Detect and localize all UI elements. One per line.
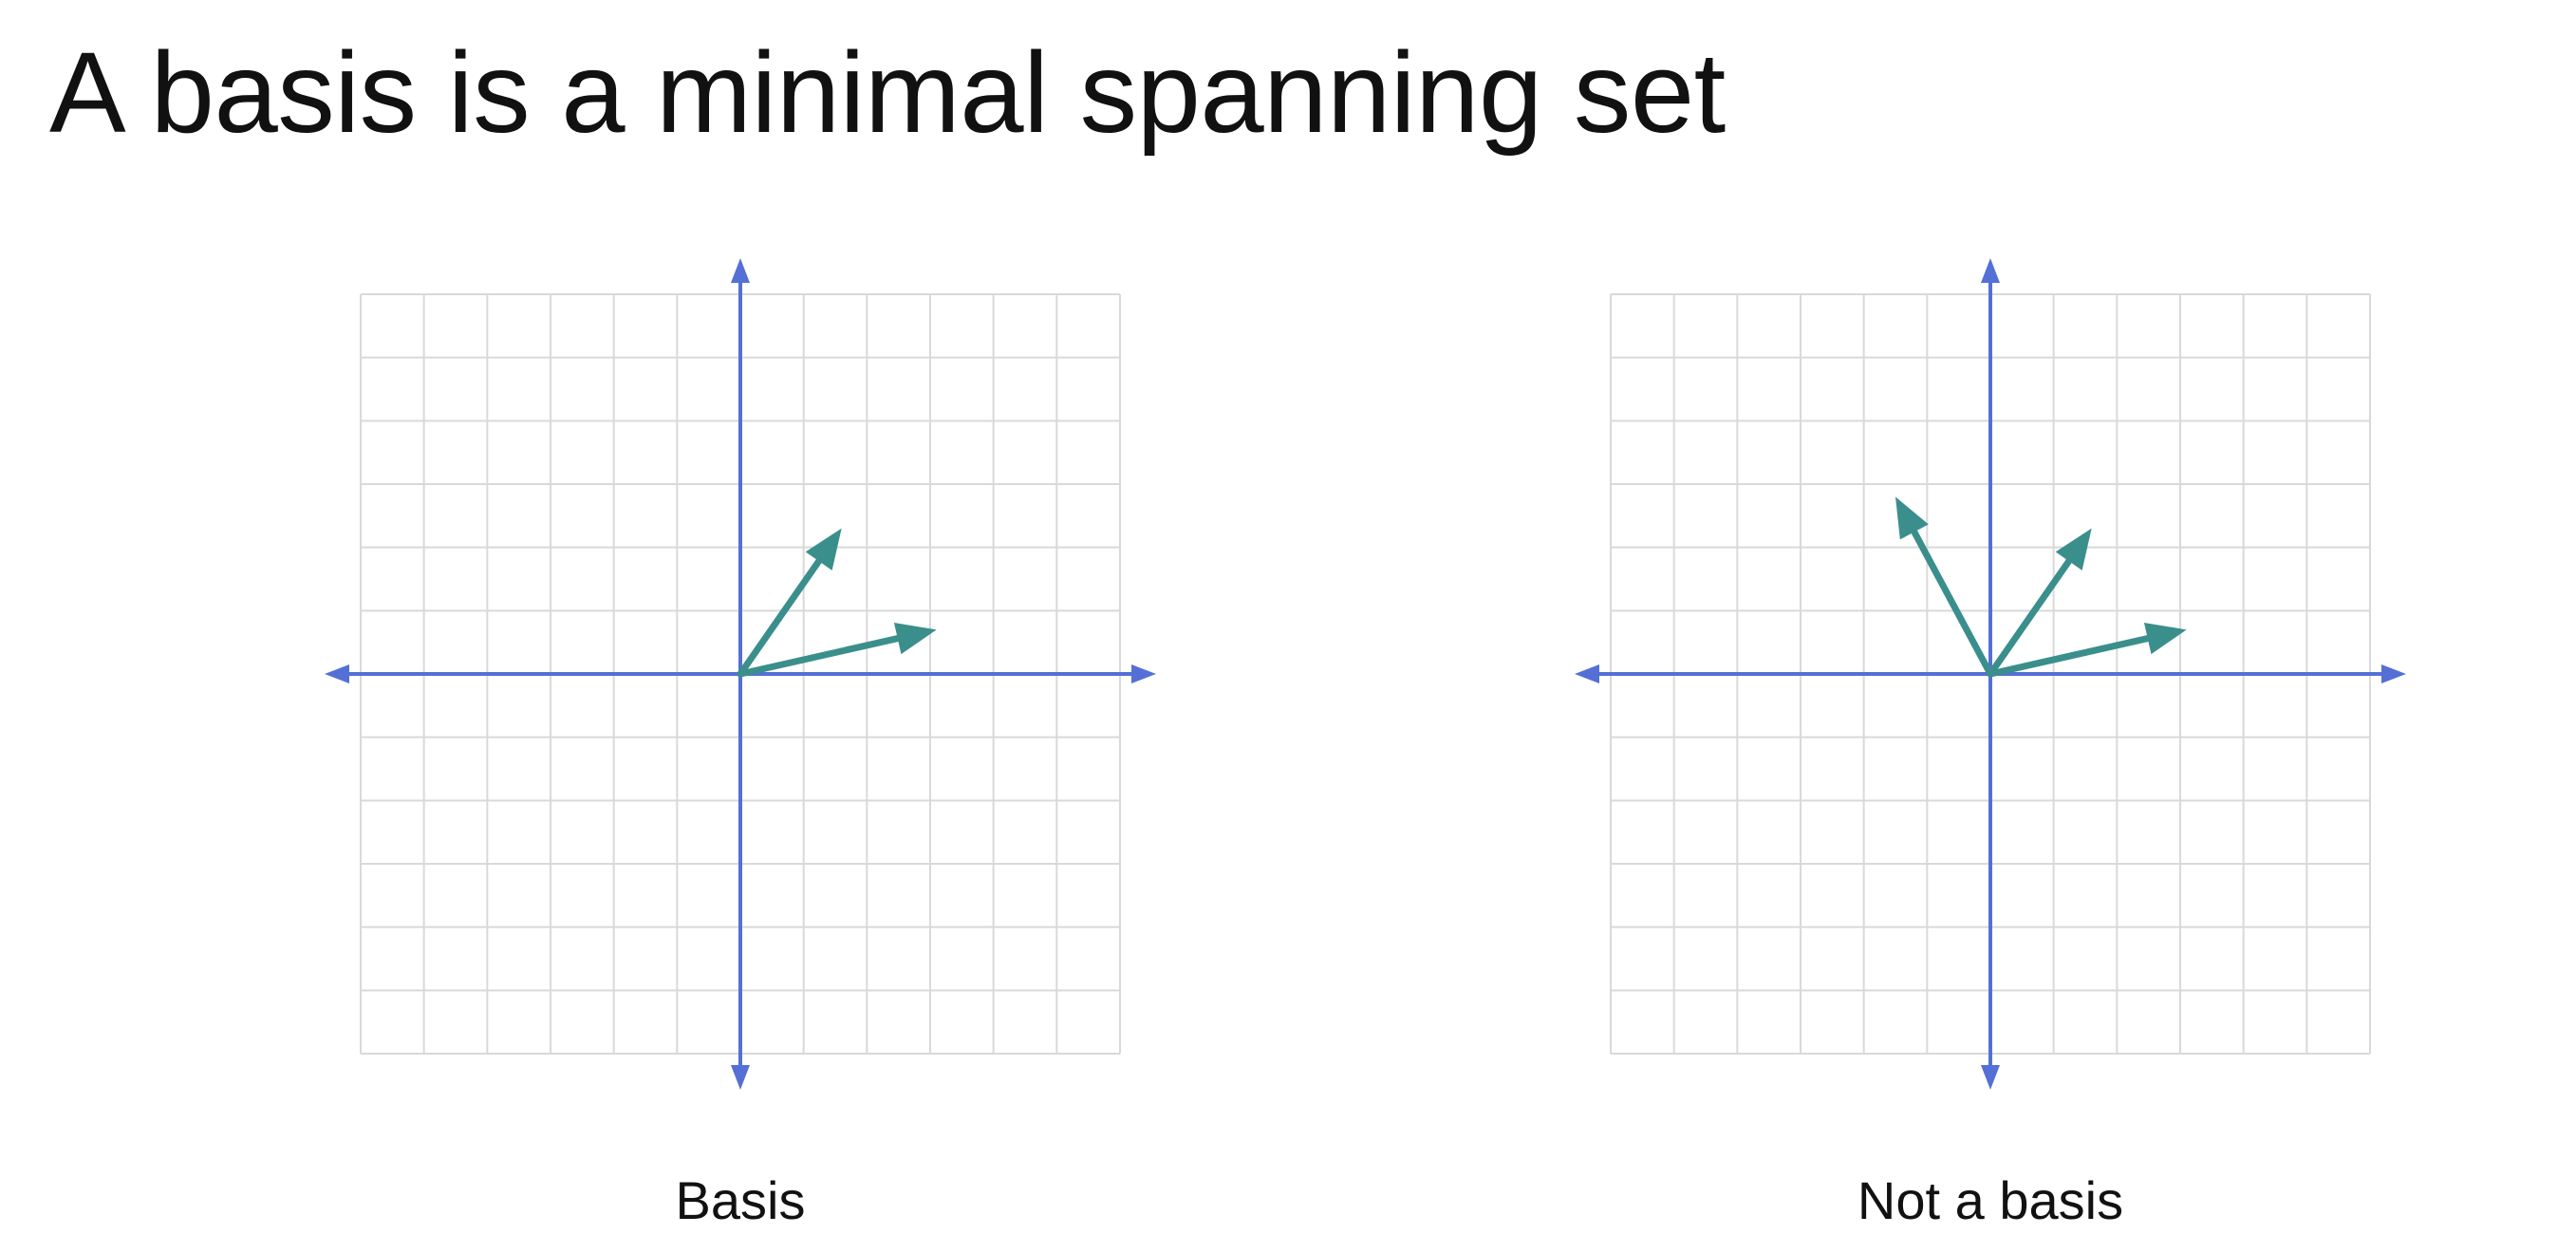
vector — [1895, 496, 1994, 678]
basis-coordinate-plane — [325, 258, 1156, 1090]
y-axis-arrowhead-up — [731, 258, 750, 283]
y-axis-arrowhead-down — [731, 1065, 750, 1090]
x-axis-arrowhead-left — [1575, 664, 1599, 683]
basis-diagram — [323, 256, 1158, 1092]
x-axis-arrowhead-right — [1131, 664, 1156, 683]
vector-shaft — [1987, 634, 2156, 678]
not-a-basis-diagram — [1573, 256, 2408, 1092]
vector-arrowhead — [893, 623, 937, 655]
vector-shaft — [1987, 554, 2075, 678]
vector-arrowhead — [2143, 623, 2187, 655]
vector — [737, 528, 842, 678]
x-axis-arrowhead-right — [2381, 664, 2406, 683]
vector-arrowhead — [2055, 528, 2092, 570]
vector — [737, 623, 937, 678]
vector — [1987, 528, 2092, 678]
vector-arrowhead — [1895, 496, 1929, 540]
vector-arrowhead — [805, 528, 842, 570]
y-axis-arrowhead-up — [1981, 258, 2000, 283]
basis-caption: Basis — [675, 1170, 806, 1230]
vector-shaft — [1909, 525, 1994, 678]
vector-shaft — [737, 554, 825, 678]
not-a-basis-coordinate-plane — [1575, 258, 2406, 1090]
x-axis-arrowhead-left — [325, 664, 349, 683]
slide-title: A basis is a minimal spanning set — [49, 28, 1726, 157]
not-a-basis-caption: Not a basis — [1857, 1170, 2124, 1230]
vector — [1987, 623, 2187, 678]
vector-shaft — [737, 634, 905, 678]
y-axis-arrowhead-down — [1981, 1065, 2000, 1090]
